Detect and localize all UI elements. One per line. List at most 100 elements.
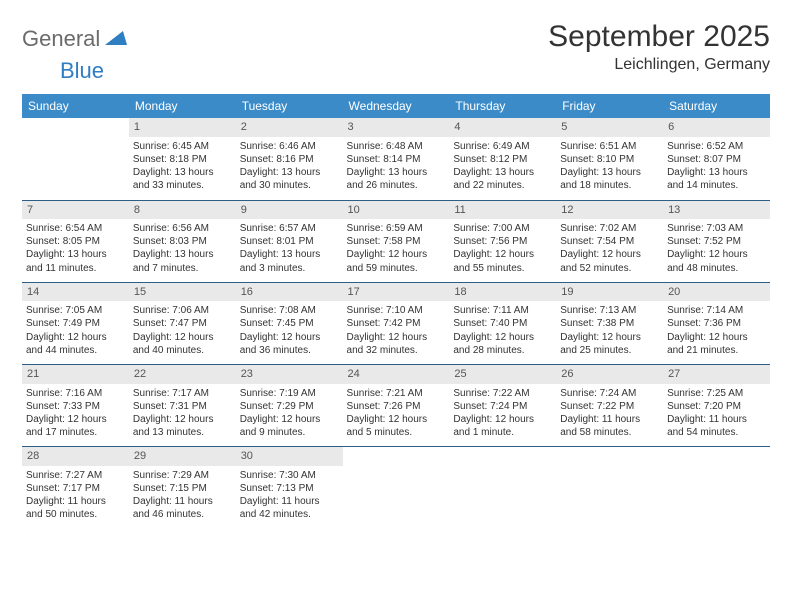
cell-line: Daylight: 13 hours [240, 166, 339, 179]
cell-line: and 59 minutes. [347, 262, 446, 275]
day-number: 27 [663, 365, 770, 384]
title-block: September 2025 Leichlingen, Germany [548, 20, 770, 74]
day-number: 4 [449, 118, 556, 137]
cell-line: Sunset: 7:47 PM [133, 317, 232, 330]
cell-line: Daylight: 13 hours [667, 166, 766, 179]
day-number: 18 [449, 283, 556, 302]
cell-line: and 7 minutes. [133, 262, 232, 275]
cell-line: Sunrise: 7:21 AM [347, 387, 446, 400]
cell-line: Sunrise: 6:57 AM [240, 222, 339, 235]
cell-line: Daylight: 12 hours [453, 413, 552, 426]
cell-line: and 17 minutes. [26, 426, 125, 439]
calendar-cell: 27Sunrise: 7:25 AMSunset: 7:20 PMDayligh… [663, 365, 770, 447]
weekday-header: Friday [556, 94, 663, 118]
calendar-cell: 5Sunrise: 6:51 AMSunset: 8:10 PMDaylight… [556, 118, 663, 200]
cell-line: Sunrise: 7:00 AM [453, 222, 552, 235]
cell-line: Sunset: 8:05 PM [26, 235, 125, 248]
cell-line: Daylight: 12 hours [347, 248, 446, 261]
cell-line: Daylight: 13 hours [26, 248, 125, 261]
cell-line: Sunset: 7:13 PM [240, 482, 339, 495]
logo: General [22, 20, 127, 52]
cell-line: Sunrise: 7:03 AM [667, 222, 766, 235]
cell-line: Sunset: 7:15 PM [133, 482, 232, 495]
cell-line: Sunrise: 6:52 AM [667, 140, 766, 153]
cell-line: Daylight: 13 hours [240, 248, 339, 261]
cell-line: and 22 minutes. [453, 179, 552, 192]
cell-line: Sunrise: 6:54 AM [26, 222, 125, 235]
day-number: 19 [556, 283, 663, 302]
cell-line: Sunset: 8:18 PM [133, 153, 232, 166]
day-number: 12 [556, 201, 663, 220]
cell-line: and 14 minutes. [667, 179, 766, 192]
cell-line: Sunset: 8:14 PM [347, 153, 446, 166]
cell-line: and 44 minutes. [26, 344, 125, 357]
calendar-cell: 19Sunrise: 7:13 AMSunset: 7:38 PMDayligh… [556, 282, 663, 364]
calendar-body: 1 Sunrise: 6:45 AMSunset: 8:18 PM Daylight… [22, 118, 770, 529]
calendar-row: 21Sunrise: 7:16 AMSunset: 7:33 PMDayligh… [22, 365, 770, 447]
cell-line: Daylight: 12 hours [347, 413, 446, 426]
cell-line: Daylight: 12 hours [560, 331, 659, 344]
cell-line: Sunrise: 7:06 AM [133, 304, 232, 317]
calendar-cell: 1Sunrise: 6:45 AMSunset: 8:18 PMDaylight… [129, 118, 236, 200]
cell-line: Sunset: 7:52 PM [667, 235, 766, 248]
cell-line: Sunrise: 7:29 AM [133, 469, 232, 482]
day-number: 20 [663, 283, 770, 302]
cell-line: and 25 minutes. [560, 344, 659, 357]
day-number: 1 [129, 118, 236, 137]
logo-text-general: General [22, 26, 100, 52]
cell-line: and 40 minutes. [133, 344, 232, 357]
cell-line: Sunset: 7:49 PM [26, 317, 125, 330]
day-number: 25 [449, 365, 556, 384]
cell-line: Sunset: 7:36 PM [667, 317, 766, 330]
cell-line: Sunrise: 7:25 AM [667, 387, 766, 400]
cell-line: Sunrise: 6:49 AM [453, 140, 552, 153]
calendar-header: Sunday Monday Tuesday Wednesday Thursday… [22, 94, 770, 118]
weekday-header: Thursday [449, 94, 556, 118]
weekday-header: Wednesday [343, 94, 450, 118]
calendar-cell: 23Sunrise: 7:19 AMSunset: 7:29 PMDayligh… [236, 365, 343, 447]
weekday-header: Tuesday [236, 94, 343, 118]
calendar-cell: 11Sunrise: 7:00 AMSunset: 7:56 PMDayligh… [449, 200, 556, 282]
cell-line: Daylight: 12 hours [560, 248, 659, 261]
cell-line: Sunrise: 6:56 AM [133, 222, 232, 235]
calendar-cell: 10Sunrise: 6:59 AMSunset: 7:58 PMDayligh… [343, 200, 450, 282]
cell-line: Sunset: 8:03 PM [133, 235, 232, 248]
calendar-cell: 14Sunrise: 7:05 AMSunset: 7:49 PMDayligh… [22, 282, 129, 364]
cell-line: Sunset: 7:20 PM [667, 400, 766, 413]
cell-line: Sunset: 7:31 PM [133, 400, 232, 413]
day-number: 9 [236, 201, 343, 220]
day-number: 10 [343, 201, 450, 220]
cell-line: and 42 minutes. [240, 508, 339, 521]
logo-text-blue: Blue [60, 58, 104, 83]
day-number: 5 [556, 118, 663, 137]
cell-line: and 33 minutes. [133, 179, 232, 192]
cell-line: and 3 minutes. [240, 262, 339, 275]
calendar-cell: 15Sunrise: 7:06 AMSunset: 7:47 PMDayligh… [129, 282, 236, 364]
day-number: 21 [22, 365, 129, 384]
cell-line: and 5 minutes. [347, 426, 446, 439]
cell-line: Daylight: 11 hours [133, 495, 232, 508]
cell-line: Daylight: 12 hours [240, 413, 339, 426]
day-number: 8 [129, 201, 236, 220]
calendar-cell: 30Sunrise: 7:30 AMSunset: 7:13 PMDayligh… [236, 447, 343, 529]
calendar-cell: 16Sunrise: 7:08 AMSunset: 7:45 PMDayligh… [236, 282, 343, 364]
cell-line: Daylight: 13 hours [453, 166, 552, 179]
cell-line: Sunrise: 6:45 AM [133, 140, 232, 153]
cell-line: Sunset: 8:12 PM [453, 153, 552, 166]
cell-line: Sunset: 7:42 PM [347, 317, 446, 330]
cell-line: and 11 minutes. [26, 262, 125, 275]
cell-line: Daylight: 13 hours [560, 166, 659, 179]
cell-line: Sunrise: 7:16 AM [26, 387, 125, 400]
calendar-cell: 7Sunrise: 6:54 AMSunset: 8:05 PMDaylight… [22, 200, 129, 282]
cell-line: and 18 minutes. [560, 179, 659, 192]
cell-line: Sunrise: 7:08 AM [240, 304, 339, 317]
cell-line: Sunset: 7:45 PM [240, 317, 339, 330]
calendar-cell: 24Sunrise: 7:21 AMSunset: 7:26 PMDayligh… [343, 365, 450, 447]
cell-line: Sunrise: 7:17 AM [133, 387, 232, 400]
calendar-cell: 8Sunrise: 6:56 AMSunset: 8:03 PMDaylight… [129, 200, 236, 282]
cell-line: and 52 minutes. [560, 262, 659, 275]
calendar-row: 14Sunrise: 7:05 AMSunset: 7:49 PMDayligh… [22, 282, 770, 364]
cell-line: and 36 minutes. [240, 344, 339, 357]
day-number: 13 [663, 201, 770, 220]
cell-line: Sunrise: 7:24 AM [560, 387, 659, 400]
